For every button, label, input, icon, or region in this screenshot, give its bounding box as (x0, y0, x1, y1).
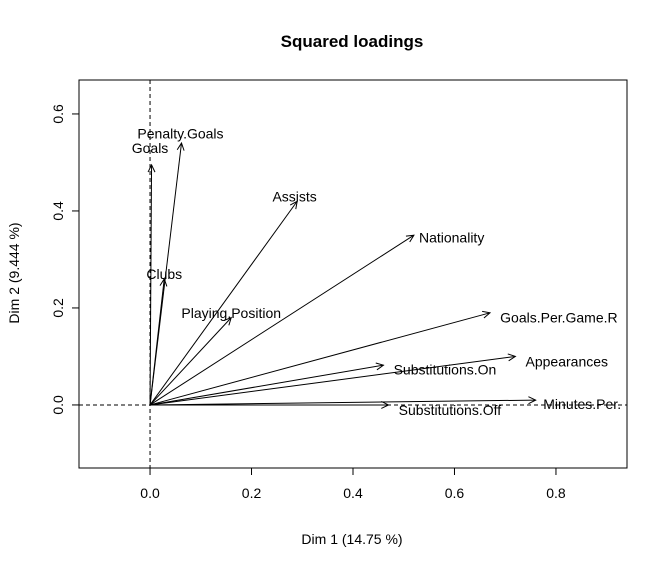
vector-minutes-per-: Minutes.Per. (150, 396, 621, 412)
y-tick-label: 0.4 (50, 201, 66, 221)
y-axis: 0.0 0.2 0.4 0.6 (50, 104, 80, 415)
vector-label: Nationality (419, 230, 484, 246)
vector-arrowhead (159, 277, 168, 287)
vector-line (149, 317, 232, 406)
y-tick-label: 0.0 (50, 395, 66, 415)
vector-label: Playing.Position (181, 305, 281, 321)
vector-label: Goals (132, 140, 169, 156)
vector-line (149, 234, 415, 406)
vector-label: Substitutions.On (394, 362, 497, 378)
vector-arrowhead (176, 141, 185, 151)
vector-line (149, 164, 153, 405)
vector-label: Appearances (526, 353, 609, 369)
vector-arrowhead (405, 234, 415, 243)
vector-arrowhead (147, 163, 156, 173)
y-tick-label: 0.2 (50, 298, 66, 318)
vector-line (149, 278, 165, 406)
vector-nationality: Nationality (149, 230, 484, 406)
vector-line (149, 312, 491, 406)
vector-appearances: Appearances (149, 353, 609, 406)
x-axis: 0.0 0.2 0.4 0.6 0.8 (140, 467, 566, 501)
vector-label: Penalty.Goals (137, 125, 223, 141)
x-axis-label: Dim 1 (14.75 %) (301, 531, 402, 547)
vector-line (149, 200, 298, 406)
vector-playing-position: Playing.Position (149, 305, 281, 406)
x-tick-label: 0.0 (140, 485, 160, 501)
vector-label: Substitutions.Off (399, 402, 502, 418)
vector-label: Minutes.Per. (543, 396, 621, 412)
vector-substitutions-on: Substitutions.On (149, 362, 497, 406)
vector-arrowhead (507, 353, 517, 362)
vector-label: Clubs (146, 266, 182, 282)
vector-arrowhead (528, 396, 537, 405)
x-tick-label: 0.2 (242, 485, 262, 501)
vector-arrowhead (223, 316, 233, 326)
vector-line (149, 364, 384, 406)
vector-arrowhead (375, 362, 385, 371)
vector-goals: Goals (132, 140, 169, 405)
x-tick-label: 0.6 (445, 485, 465, 501)
y-tick-label: 0.6 (50, 104, 66, 124)
vector-arrowhead (482, 310, 492, 319)
vector-arrowhead (381, 401, 390, 409)
y-axis-label: Dim 2 (9.444 %) (6, 222, 22, 323)
x-tick-label: 0.4 (343, 485, 363, 501)
chart-title: Squared loadings (281, 32, 424, 51)
vector-goals-per-game-r: Goals.Per.Game.R (149, 310, 618, 406)
vector-line (149, 355, 516, 406)
vector-arrowhead (289, 200, 298, 210)
x-tick-label: 0.8 (546, 485, 566, 501)
vector-assists: Assists (149, 188, 317, 406)
vector-label: Assists (272, 188, 316, 204)
vector-label: Goals.Per.Game.R (500, 310, 618, 326)
vector-substitutions-off: Substitutions.Off (150, 401, 502, 418)
vector-line (150, 399, 536, 406)
vector-clubs: Clubs (146, 266, 182, 406)
